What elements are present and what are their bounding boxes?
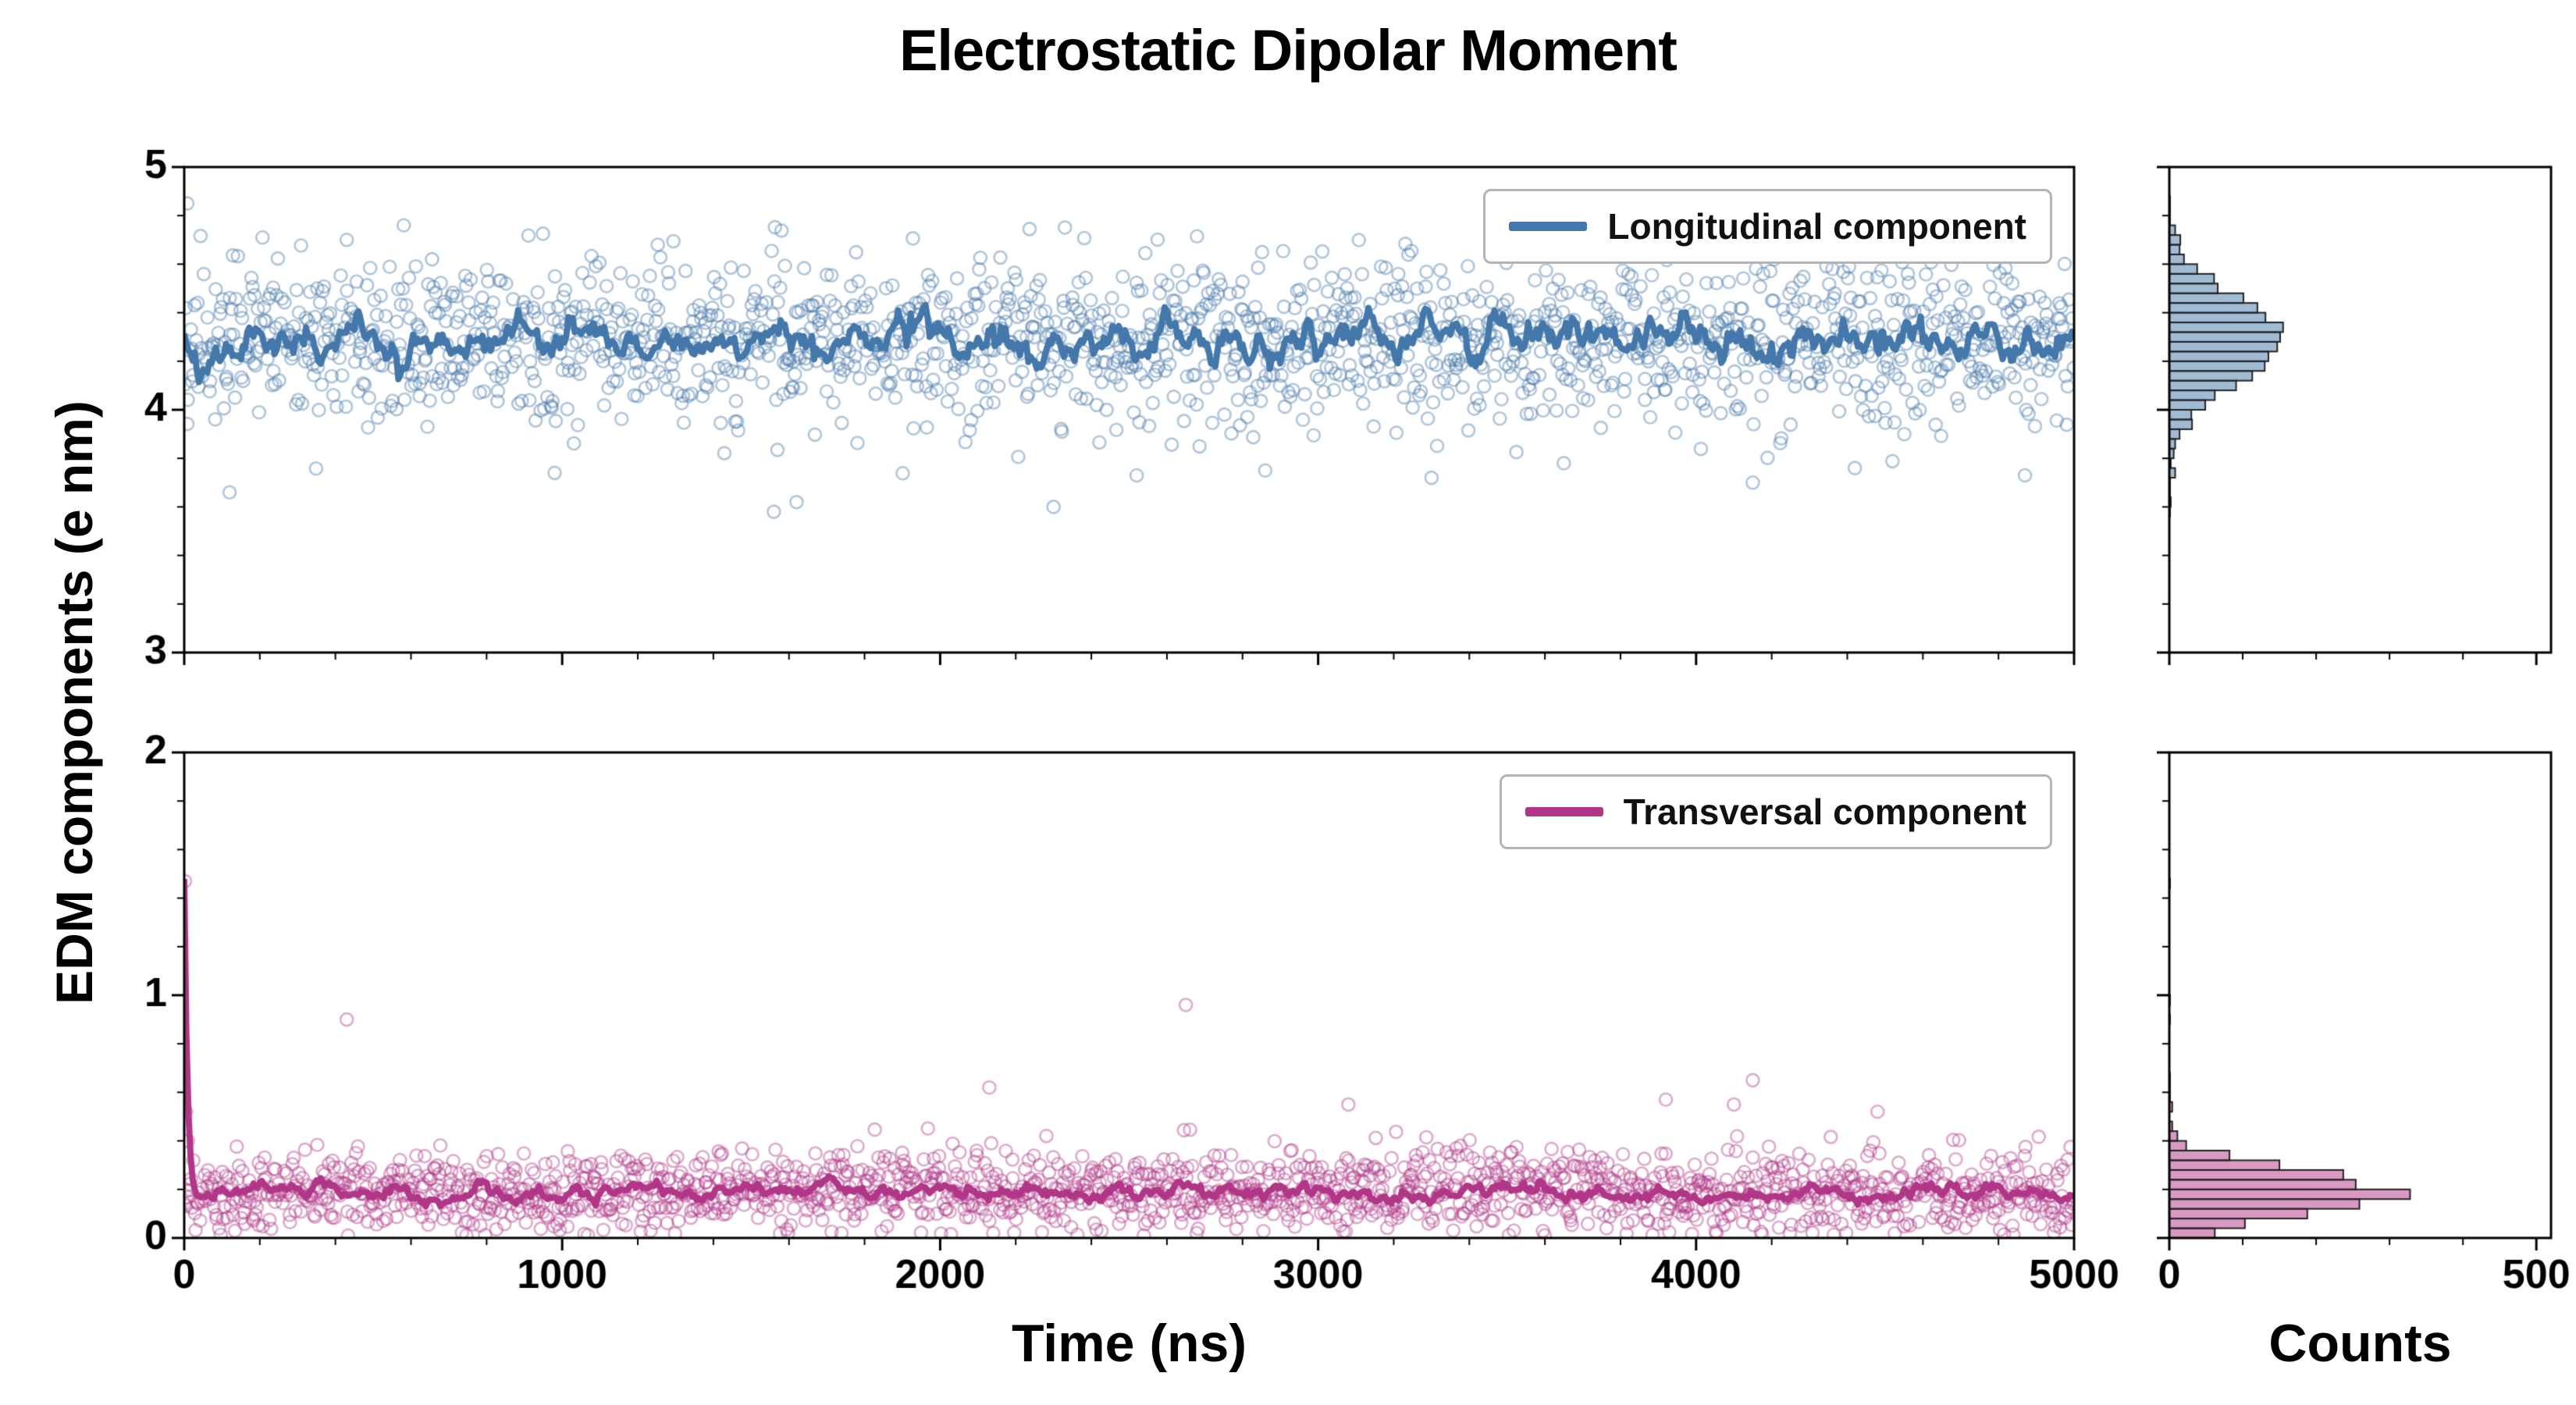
legend-transversal: Transversal component (1499, 774, 2052, 849)
legend-longitudinal: Longitudinal component (1483, 189, 2052, 264)
figure-title: Electrostatic Dipolar Moment (899, 18, 1678, 83)
legend-line-transversal (1525, 807, 1603, 816)
counts-axis-label: Counts (2268, 1314, 2452, 1373)
legend-label-longitudinal: Longitudinal component (1607, 206, 2026, 247)
x-axis-label: Time (ns) (1011, 1314, 1247, 1373)
legend-label-transversal: Transversal component (1623, 791, 2026, 832)
legend-line-longitudinal (1509, 222, 1588, 231)
y-axis-label: EDM components (e nm) (45, 400, 103, 1005)
